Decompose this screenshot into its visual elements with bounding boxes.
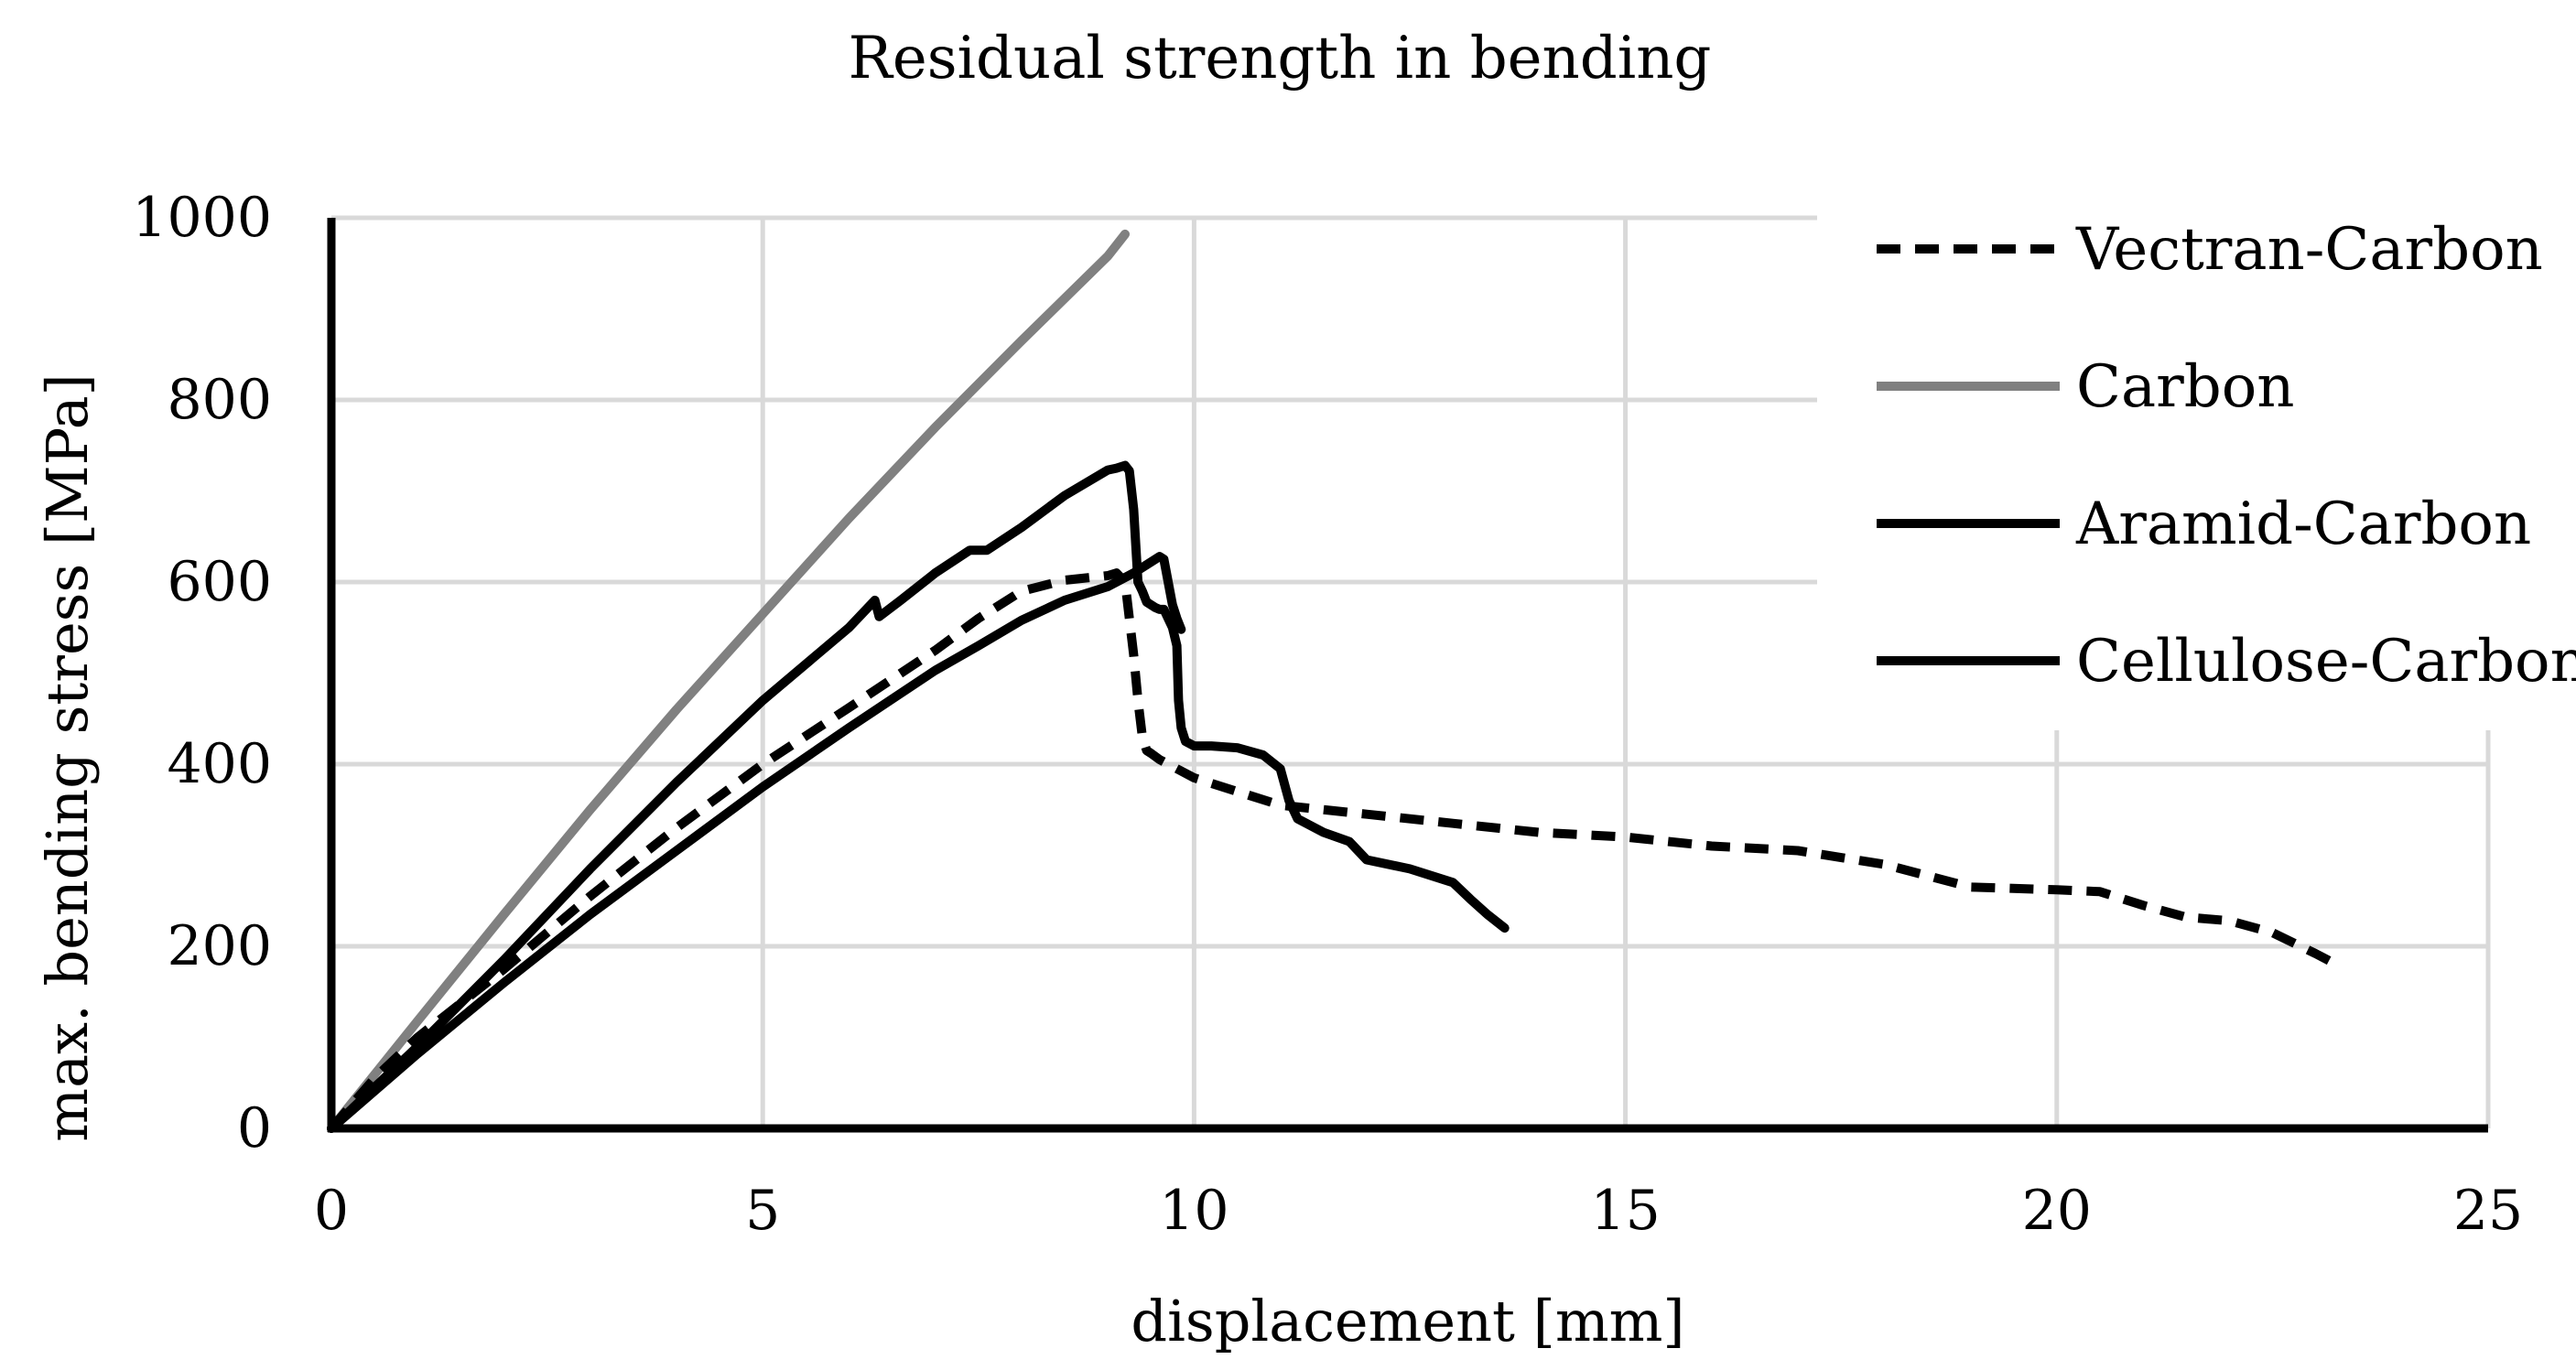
- series-line-vectran-carbon: [328, 568, 2335, 1132]
- y-tick-label: 800: [167, 368, 272, 432]
- axes: [327, 218, 2488, 1133]
- y-axis-label: max. bending stress [MPa]: [34, 373, 101, 1141]
- y-tick-label: 1000: [132, 186, 272, 250]
- legend-label: Cellulose-Carbon: [2076, 628, 2576, 696]
- legend-label: Aramid-Carbon: [2075, 491, 2531, 558]
- legend-label: Vectran-Carbon: [2075, 216, 2543, 284]
- series-line-carbon: [327, 229, 1130, 1133]
- y-tick-label: 400: [167, 732, 272, 796]
- legend-label: Carbon: [2076, 353, 2294, 421]
- x-tick-label: 25: [2453, 1179, 2523, 1243]
- chart-title: Residual strength in bending: [849, 25, 1712, 92]
- legend: Vectran-Carbon Carbon Aramid-Carbon Cellulo…: [1817, 200, 2576, 730]
- y-tick-label: 0: [237, 1096, 272, 1160]
- y-tick-label: 600: [167, 550, 272, 614]
- series-line-aramid-carbon: [327, 460, 1510, 1133]
- x-axis-label: displacement [mm]: [1131, 1288, 1684, 1354]
- x-tick-label: 15: [1590, 1179, 1660, 1243]
- x-tick-label: 5: [745, 1179, 780, 1243]
- y-tick-label: 200: [167, 914, 272, 978]
- x-tick-label: 20: [2022, 1179, 2092, 1243]
- series-line-cellulose-carbon: [327, 552, 1186, 1133]
- x-tick-label: 0: [314, 1179, 349, 1243]
- series-layer: [327, 229, 2335, 1133]
- x-tick-label: 10: [1159, 1179, 1228, 1243]
- tick-labels: 0 5 10 15 20 25 0 200 400 600 800 1000: [132, 186, 2523, 1243]
- legend-background: [1817, 200, 2576, 730]
